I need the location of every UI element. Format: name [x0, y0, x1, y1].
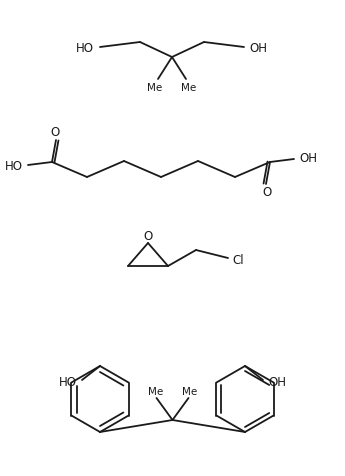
Text: HO: HO	[59, 376, 77, 389]
Text: OH: OH	[299, 152, 317, 165]
Text: Me: Me	[148, 386, 163, 396]
Text: HO: HO	[76, 42, 94, 55]
Text: Me: Me	[182, 386, 197, 396]
Text: O: O	[263, 186, 272, 199]
Text: HO: HO	[5, 160, 23, 173]
Text: OH: OH	[249, 42, 267, 55]
Text: Me: Me	[181, 83, 197, 93]
Text: Me: Me	[147, 83, 162, 93]
Text: Cl: Cl	[232, 254, 244, 267]
Text: O: O	[50, 126, 60, 139]
Text: O: O	[144, 230, 152, 243]
Text: OH: OH	[268, 376, 286, 389]
